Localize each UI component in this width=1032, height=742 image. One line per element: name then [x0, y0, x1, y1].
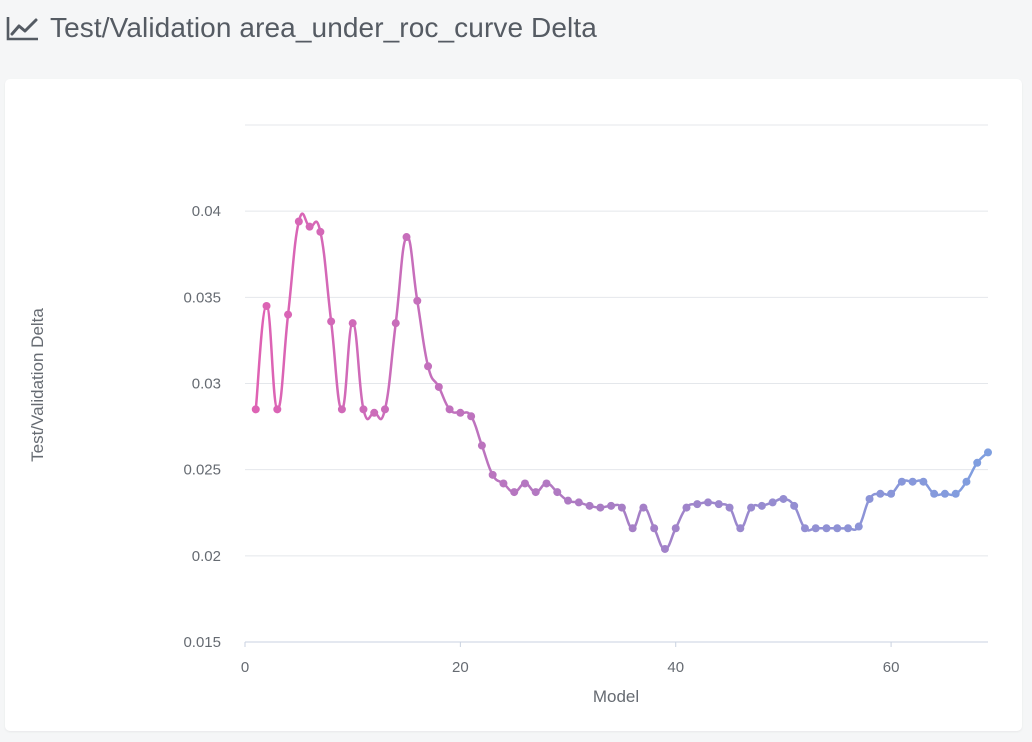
- line-chart-icon: [6, 15, 40, 41]
- x-axis-label: Model: [593, 687, 639, 706]
- data-point[interactable]: [520, 479, 529, 488]
- data-point[interactable]: [704, 498, 713, 507]
- data-point[interactable]: [467, 412, 476, 421]
- data-point[interactable]: [779, 494, 788, 503]
- data-point[interactable]: [488, 470, 497, 479]
- data-point[interactable]: [510, 488, 519, 497]
- data-point[interactable]: [973, 458, 982, 467]
- data-point[interactable]: [499, 479, 508, 488]
- data-point[interactable]: [768, 498, 777, 507]
- data-point[interactable]: [617, 503, 626, 512]
- data-point[interactable]: [564, 496, 573, 505]
- data-point[interactable]: [822, 524, 831, 533]
- x-tick-label: 40: [667, 659, 684, 676]
- data-point[interactable]: [639, 503, 648, 512]
- data-point[interactable]: [833, 524, 842, 533]
- data-point[interactable]: [747, 503, 756, 512]
- data-point[interactable]: [811, 524, 820, 533]
- y-axis-label: Test/Validation Delta: [28, 308, 47, 462]
- data-point[interactable]: [445, 405, 454, 414]
- data-point[interactable]: [693, 500, 702, 509]
- data-point[interactable]: [854, 522, 863, 531]
- data-point[interactable]: [876, 489, 885, 498]
- data-point[interactable]: [359, 405, 368, 414]
- data-point[interactable]: [316, 227, 325, 236]
- data-point[interactable]: [553, 488, 562, 497]
- series-line: [254, 212, 989, 551]
- data-point[interactable]: [607, 501, 616, 510]
- data-point[interactable]: [251, 405, 260, 414]
- data-point[interactable]: [273, 405, 282, 414]
- data-point[interactable]: [725, 503, 734, 512]
- data-point[interactable]: [919, 477, 928, 486]
- page-title: Test/Validation area_under_roc_curve Del…: [50, 12, 597, 43]
- data-point[interactable]: [844, 524, 853, 533]
- data-point[interactable]: [628, 524, 637, 533]
- data-point[interactable]: [682, 503, 691, 512]
- data-point[interactable]: [596, 503, 605, 512]
- y-tick-label: 0.04: [192, 203, 221, 220]
- data-point[interactable]: [951, 489, 960, 498]
- x-tick-label: 20: [452, 659, 469, 676]
- y-tick-label: 0.03: [192, 376, 221, 393]
- y-tick-label: 0.02: [192, 548, 221, 565]
- page-header: Test/Validation area_under_roc_curve Del…: [6, 8, 597, 48]
- data-point[interactable]: [327, 317, 336, 326]
- x-tick-label: 60: [883, 659, 900, 676]
- data-point[interactable]: [337, 405, 346, 414]
- data-point[interactable]: [370, 408, 379, 417]
- data-point[interactable]: [305, 222, 314, 231]
- data-point[interactable]: [714, 500, 723, 509]
- y-tick-label: 0.025: [183, 462, 221, 479]
- data-point[interactable]: [897, 477, 906, 486]
- data-point[interactable]: [757, 501, 766, 510]
- data-point[interactable]: [413, 296, 422, 305]
- data-point[interactable]: [434, 382, 443, 391]
- data-point[interactable]: [887, 489, 896, 498]
- data-point[interactable]: [908, 477, 917, 486]
- y-tick-label: 0.035: [183, 289, 221, 306]
- data-point[interactable]: [574, 498, 583, 507]
- data-point[interactable]: [262, 301, 271, 310]
- data-point[interactable]: [984, 448, 992, 457]
- x-tick-label: 0: [241, 659, 249, 676]
- data-point[interactable]: [650, 524, 659, 533]
- y-tick-label: 0.015: [183, 634, 221, 651]
- data-point[interactable]: [671, 524, 680, 533]
- data-point[interactable]: [940, 489, 949, 498]
- delta-line-chart: 0.015 0.02 0.025 0.03 0.035 0.04 0 20 40 60 Mode…: [28, 124, 992, 706]
- data-point[interactable]: [424, 362, 433, 371]
- data-point[interactable]: [531, 488, 540, 497]
- data-point[interactable]: [962, 477, 971, 486]
- data-point[interactable]: [477, 441, 486, 450]
- data-point[interactable]: [348, 319, 357, 328]
- data-point[interactable]: [456, 408, 465, 417]
- data-point[interactable]: [284, 310, 293, 319]
- data-point[interactable]: [391, 319, 400, 328]
- data-point[interactable]: [380, 405, 389, 414]
- chart-card: 0.015 0.02 0.025 0.03 0.035 0.04 0 20 40 60 Mode…: [5, 79, 1022, 731]
- data-point[interactable]: [736, 524, 745, 533]
- data-point[interactable]: [790, 501, 799, 510]
- data-point[interactable]: [660, 544, 669, 553]
- data-point[interactable]: [865, 494, 874, 503]
- data-point[interactable]: [585, 501, 594, 510]
- data-point[interactable]: [402, 233, 411, 242]
- data-point[interactable]: [800, 524, 809, 533]
- data-point[interactable]: [542, 479, 551, 488]
- data-point[interactable]: [294, 217, 303, 226]
- data-point[interactable]: [930, 489, 939, 498]
